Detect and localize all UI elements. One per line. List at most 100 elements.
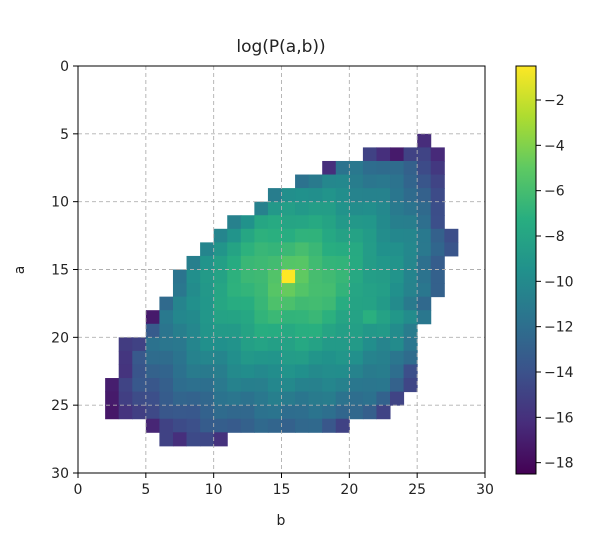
heatmap-cell <box>213 296 228 311</box>
heatmap-cell <box>376 378 391 393</box>
heatmap-cell <box>159 337 174 352</box>
heatmap-cell <box>145 364 160 379</box>
heatmap-cell <box>240 378 255 393</box>
heatmap-cell <box>322 418 337 433</box>
heatmap-cell <box>159 405 174 420</box>
heatmap-cell <box>403 215 418 230</box>
heatmap-cell <box>308 310 323 325</box>
heatmap-cell <box>362 215 377 230</box>
heatmap-cell <box>267 269 282 284</box>
heatmap-cell <box>200 378 215 393</box>
heatmap-cell <box>118 405 133 420</box>
heatmap-cell <box>322 391 337 406</box>
heatmap-cell <box>335 337 350 352</box>
heatmap-cell <box>186 337 201 352</box>
heatmap-cell <box>145 418 160 433</box>
heatmap-cell <box>132 364 147 379</box>
heatmap-cell <box>295 242 310 257</box>
heatmap-cell <box>308 405 323 420</box>
heatmap-cell <box>390 350 405 365</box>
heatmap-cell <box>362 160 377 176</box>
heatmap-cell <box>281 296 296 311</box>
colorbar-tick-label: −6 <box>544 184 565 200</box>
heatmap-cell <box>240 310 255 325</box>
heatmap-cell <box>240 350 255 365</box>
x-tick-label: 25 <box>408 482 426 498</box>
heatmap-cell <box>390 201 405 216</box>
heatmap-cell <box>390 242 405 257</box>
heatmap-cell <box>267 283 282 298</box>
heatmap-cell <box>362 255 377 270</box>
heatmap-cell <box>186 255 201 270</box>
heatmap-cell <box>200 255 215 270</box>
heatmap-cell <box>227 364 242 379</box>
heatmap-cell <box>281 242 296 257</box>
heatmap-cell <box>159 296 174 311</box>
heatmap-cell <box>145 378 160 393</box>
heatmap-cell <box>308 283 323 298</box>
heatmap-cell <box>295 310 310 325</box>
heatmap-cell <box>240 323 255 338</box>
heatmap-cell <box>186 269 201 284</box>
heatmap-cell <box>145 310 160 325</box>
colorbar <box>515 65 537 475</box>
heatmap-cell <box>200 337 215 352</box>
heatmap-cell <box>322 337 337 352</box>
heatmap-cell <box>295 323 310 338</box>
heatmap-cell <box>254 405 269 420</box>
heatmap-cell <box>417 310 432 325</box>
heatmap-cell <box>362 228 377 243</box>
heatmap-cell <box>308 174 323 189</box>
heatmap-cell <box>281 323 296 338</box>
heatmap-cell <box>159 310 174 325</box>
heatmap-cell <box>322 160 337 176</box>
heatmap-cell <box>295 378 310 393</box>
heatmap-cell <box>213 337 228 352</box>
heatmap-cell <box>308 364 323 379</box>
heatmap-cell <box>335 283 350 298</box>
heatmap-cell <box>172 337 188 352</box>
heatmap-cell <box>240 337 255 352</box>
heatmap-cell <box>227 350 242 365</box>
heatmap-cell <box>403 255 418 270</box>
heatmap-cell <box>376 269 391 284</box>
heatmap-cell <box>308 378 323 393</box>
heatmap-cell <box>254 242 269 257</box>
heatmap-cell <box>362 269 377 284</box>
heatmap-cell <box>417 133 432 148</box>
heatmap-cell <box>186 323 201 338</box>
heatmap-cell <box>281 188 296 203</box>
heatmap-cell <box>403 242 418 257</box>
heatmap-cell <box>254 364 269 379</box>
heatmap-cell <box>349 269 364 284</box>
heatmap-cell <box>267 378 282 393</box>
y-tick-label: 30 <box>51 466 69 482</box>
heatmap-cell <box>376 364 391 379</box>
heatmap-cell <box>267 364 282 379</box>
heatmap-cell <box>430 188 445 203</box>
heatmap-cell <box>295 188 310 203</box>
heatmap-cell <box>172 283 188 298</box>
heatmap-cell <box>335 310 350 325</box>
heatmap-cell <box>335 350 350 365</box>
heatmap-cell <box>145 405 160 420</box>
heatmap-cell <box>254 201 269 216</box>
heatmap-cell <box>132 391 147 406</box>
heatmap-cell <box>308 255 323 270</box>
heatmap-cell <box>227 215 242 230</box>
heatmap-cell <box>172 269 188 284</box>
heatmap-cell <box>335 405 350 420</box>
heatmap-cell <box>417 283 432 298</box>
heatmap-cell <box>349 242 364 257</box>
heatmap-cell <box>254 350 269 365</box>
colorbar-tick-label: −8 <box>544 229 565 245</box>
heatmap-cell <box>172 405 188 420</box>
heatmap-cell <box>159 364 174 379</box>
heatmap-cell <box>240 405 255 420</box>
heatmap-cell <box>376 283 391 298</box>
heatmap-cell <box>417 201 432 216</box>
x-tick-label: 10 <box>205 482 223 498</box>
heatmap-cell <box>362 283 377 298</box>
heatmap-cell <box>118 378 133 393</box>
heatmap-cell <box>308 337 323 352</box>
